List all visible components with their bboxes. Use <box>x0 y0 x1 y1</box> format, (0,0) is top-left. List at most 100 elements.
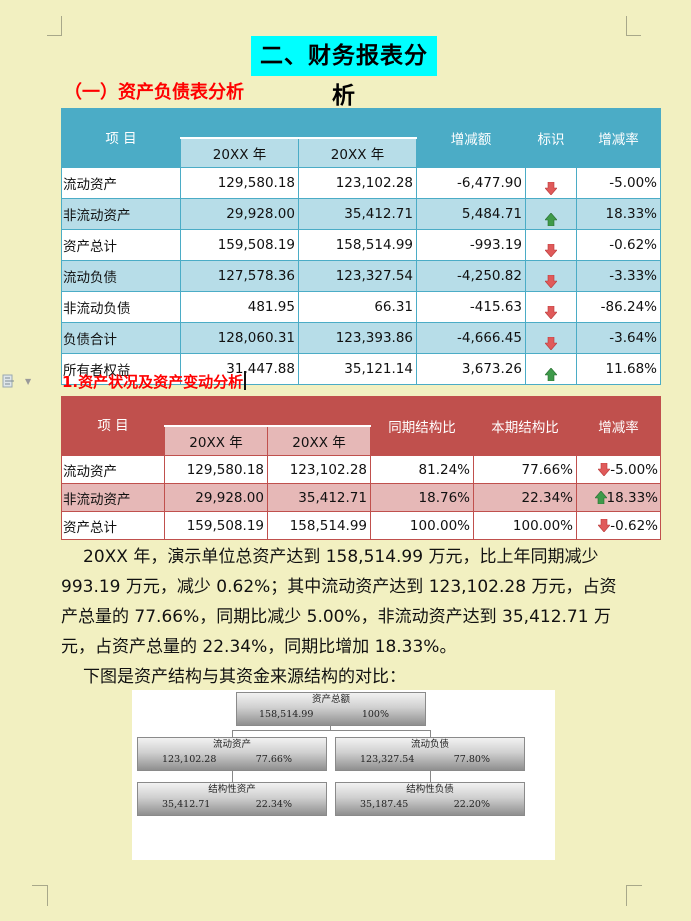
cell-year-1: 29,928.00 <box>180 198 299 230</box>
node-value: 35,187.45 <box>360 799 409 810</box>
arrow-down-icon <box>545 243 557 257</box>
node-current-liabilities: 流动负债 123,327.54 77.80% <box>335 737 525 771</box>
node-value: 123,102.28 <box>162 754 217 765</box>
header-year-1: 20XX 年 <box>164 425 268 456</box>
cell-year-1: 129,580.18 <box>180 167 299 199</box>
cell-year-1: 129,580.18 <box>164 455 268 484</box>
paragraph-options-icon[interactable] <box>2 374 16 388</box>
asset-structure-table: 项 目 同期结构比 本期结构比 增减率 20XX 年 20XX 年 流动资产 1… <box>61 396 661 540</box>
node-title: 资产总额 <box>311 694 350 705</box>
cell-current-structure: 22.34% <box>473 483 577 512</box>
rate-value: -0.62% <box>610 517 658 534</box>
body-text: 20XX 年，演示单位总资产达到 158,514.99 万元，比上年同期减少 9… <box>61 542 621 692</box>
cell-rate: 18.33% <box>576 483 661 512</box>
arrow-down-icon <box>545 336 557 350</box>
cell-year-2: 158,514.99 <box>267 511 371 540</box>
header-year-2: 20XX 年 <box>267 425 371 456</box>
header-year-2: 20XX 年 <box>298 137 417 168</box>
cell-current-structure: 100.00% <box>473 511 577 540</box>
arrow-up-icon <box>545 367 557 381</box>
table-row: 所有者权益 31,447.88 35,121.14 3,673.26 11.68… <box>61 353 661 385</box>
rate-value: 18.33% <box>606 489 658 506</box>
node-percent: 100% <box>361 709 389 720</box>
table-row: 非流动资产 29,928.00 35,412.71 18.76% 22.34% … <box>61 483 661 512</box>
row-label: 资产总计 <box>61 229 181 261</box>
cell-flag <box>525 353 577 385</box>
cell-rate: -86.24% <box>576 291 661 323</box>
node-title: 流动资产 <box>212 739 251 750</box>
node-value: 158,514.99 <box>259 709 314 720</box>
cell-rate: -5.00% <box>576 455 661 484</box>
header-current-structure: 本期结构比 <box>473 396 577 456</box>
cell-year-2: 123,102.28 <box>298 167 417 199</box>
connector-line <box>232 730 233 737</box>
section-heading: （一）资产负债表分析 <box>64 82 244 103</box>
connector-line <box>430 770 431 782</box>
row-label: 非流动资产 <box>61 483 165 512</box>
cell-rate: -3.64% <box>576 322 661 354</box>
cell-flag <box>525 260 577 292</box>
node-percent: 22.34% <box>255 799 292 810</box>
node-percent: 77.80% <box>453 754 490 765</box>
page-corner-mark-bottom-left <box>32 885 48 906</box>
row-label: 资产总计 <box>61 511 165 540</box>
cell-change: -993.19 <box>416 229 526 261</box>
table-row: 流动资产 129,580.18 123,102.28 81.24% 77.66%… <box>61 455 661 484</box>
cell-change: -415.63 <box>416 291 526 323</box>
arrow-up-icon <box>594 491 607 504</box>
node-percent: 77.66% <box>255 754 292 765</box>
cell-year-2: 123,102.28 <box>267 455 371 484</box>
node-value: 35,412.71 <box>162 799 211 810</box>
table-row: 非流动负债 481.95 66.31 -415.63 -86.24% <box>61 291 661 323</box>
arrow-down-icon <box>545 181 557 195</box>
cell-change: -4,250.82 <box>416 260 526 292</box>
cell-rate: -3.33% <box>576 260 661 292</box>
cell-year-1: 128,060.31 <box>180 322 299 354</box>
header-flag: 标识 <box>525 108 577 168</box>
arrow-up-icon <box>545 212 557 226</box>
document-title: 二、财务报表分析 <box>251 36 437 109</box>
row-label: 负债合计 <box>61 322 181 354</box>
cell-year-2: 123,393.86 <box>298 322 417 354</box>
cell-prior-structure: 18.76% <box>370 483 474 512</box>
cell-year-1: 29,928.00 <box>164 483 268 512</box>
subsection-heading: 1.资产状况及资产变动分析 <box>62 371 247 393</box>
page-corner-mark-top-left <box>47 16 62 36</box>
text-cursor <box>244 371 247 390</box>
cell-rate: -5.00% <box>576 167 661 199</box>
cell-flag <box>525 198 577 230</box>
cell-year-1: 159,508.19 <box>180 229 299 261</box>
cell-year-2: 158,514.99 <box>298 229 417 261</box>
cell-flag <box>525 291 577 323</box>
arrow-down-icon <box>545 274 557 288</box>
subsection-heading-text: 1.资产状况及资产变动分析 <box>62 373 244 391</box>
arrow-down-icon <box>598 519 611 532</box>
cell-change: -6,477.90 <box>416 167 526 199</box>
chevron-down-icon[interactable]: ▼ <box>25 377 32 386</box>
cell-change: 5,484.71 <box>416 198 526 230</box>
node-percent: 22.20% <box>453 799 490 810</box>
row-label: 非流动负债 <box>61 291 181 323</box>
connector-line <box>430 730 431 737</box>
header-item: 项 目 <box>61 396 165 456</box>
connector-line <box>232 730 430 731</box>
diagram-intro-paragraph: 下图是资产结构与其资金来源结构的对比： <box>83 667 406 687</box>
page-corner-mark-top-right <box>626 16 641 36</box>
cell-change: -4,666.45 <box>416 322 526 354</box>
cell-prior-structure: 100.00% <box>370 511 474 540</box>
node-structural-assets: 结构性资产 35,412.71 22.34% <box>137 782 327 816</box>
cell-year-1: 127,578.36 <box>180 260 299 292</box>
arrow-down-icon <box>545 305 557 319</box>
table-row: 流动负债 127,578.36 123,327.54 -4,250.82 -3.… <box>61 260 661 292</box>
cell-year-1: 481.95 <box>180 291 299 323</box>
table-row: 非流动资产 29,928.00 35,412.71 5,484.71 18.33… <box>61 198 661 230</box>
header-change-rate: 增减率 <box>576 108 661 168</box>
connector-line <box>232 770 233 782</box>
cell-prior-structure: 81.24% <box>370 455 474 484</box>
node-title: 结构性负债 <box>406 784 454 795</box>
table-row: 资产总计 159,508.19 158,514.99 100.00% 100.0… <box>61 511 661 540</box>
balance-sheet-table: 项 目 增减额 标识 增减率 20XX 年 20XX 年 流动资产 129,58… <box>61 108 661 385</box>
cell-current-structure: 77.66% <box>473 455 577 484</box>
arrow-down-icon <box>598 463 611 476</box>
table-row: 负债合计 128,060.31 123,393.86 -4,666.45 -3.… <box>61 322 661 354</box>
